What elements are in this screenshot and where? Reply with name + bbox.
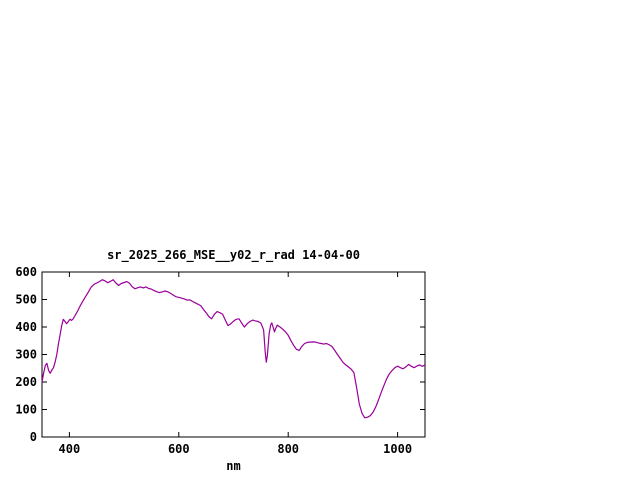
y-tick-label: 400 <box>15 320 37 334</box>
y-tick-label: 500 <box>15 293 37 307</box>
y-tick-label: 100 <box>15 403 37 417</box>
x-axis-label: nm <box>226 459 241 473</box>
spectrum-line <box>41 279 426 419</box>
plot-border <box>41 271 426 438</box>
x-tick-label: 1000 <box>383 442 412 456</box>
x-tick-label: 400 <box>59 442 81 456</box>
y-tick-label: 0 <box>30 430 37 444</box>
y-tick-label: 600 <box>15 265 37 279</box>
chart-title: sr_2025_266_MSE__y02_r_rad 14-04-00 <box>107 248 360 262</box>
y-tick-label: 300 <box>15 348 37 362</box>
x-tick-label: 800 <box>277 442 299 456</box>
y-tick-label: 200 <box>15 375 37 389</box>
x-tick-label: 600 <box>168 442 190 456</box>
